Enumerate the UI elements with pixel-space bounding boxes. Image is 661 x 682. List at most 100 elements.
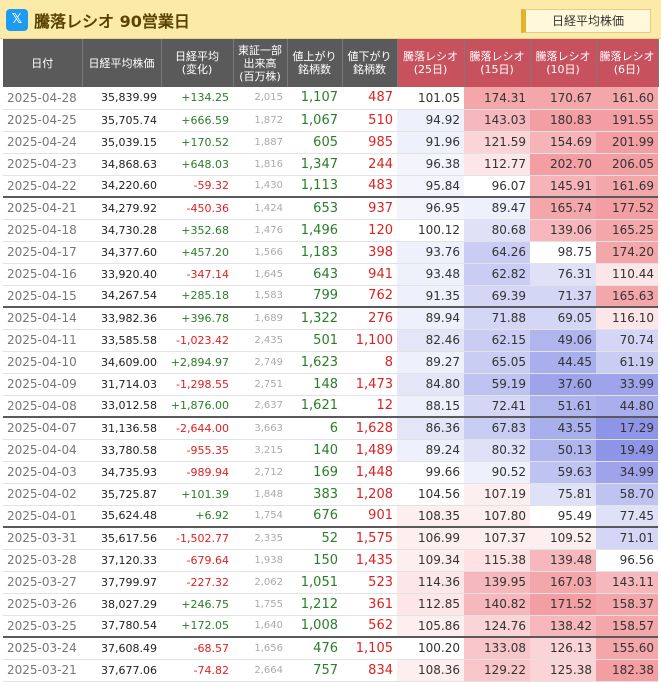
row-ratio-10: 59.63: [530, 461, 596, 484]
row-ratio-6: 177.52: [596, 196, 658, 220]
table-row: 2025-03-24 37,608.49 -68.57 1,656 476 1,105 10…: [3, 636, 658, 660]
col-decliners[interactable]: 値下がり 銘柄数: [342, 39, 398, 87]
row-ratio-15: 139.95: [464, 571, 530, 594]
row-ratio-6: 174.20: [596, 241, 658, 264]
row-decliners: 1,208: [342, 483, 397, 506]
row-ratio-10: 167.03: [530, 571, 596, 594]
row-ratio-15: 89.47: [464, 196, 530, 220]
row-decliners: 1,100: [342, 329, 397, 352]
row-decliners: 1,473: [342, 373, 397, 396]
row-ratio-10: 51.61: [530, 395, 596, 418]
row-ratio-15: 59.19: [464, 373, 530, 396]
nikkei-average-button[interactable]: 日経平均株価: [521, 9, 651, 33]
row-ratio-25: 112.85: [397, 593, 464, 616]
row-volume: 1,848: [233, 483, 287, 506]
row-ratio-10: 171.52: [530, 593, 596, 616]
row-ratio-6: 61.19: [596, 351, 658, 374]
col-change[interactable]: 日経平均 (変化): [161, 39, 234, 87]
row-ratio-25: 100.20: [397, 636, 464, 660]
row-ratio-6: 110.44: [596, 263, 658, 286]
table-row: 2025-04-01 35,624.48 +6.92 1,754 676 901 108.3…: [3, 505, 658, 528]
col-ratio-10[interactable]: 騰落レシオ (10日): [530, 39, 597, 87]
table-row: 2025-04-02 35,725.87 +101.39 1,848 383 1,208 1…: [3, 483, 658, 506]
row-volume: 1,640: [233, 615, 287, 638]
row-price: 34,220.60: [82, 175, 161, 198]
row-ratio-10: 109.52: [530, 526, 596, 550]
row-decliners: 120: [342, 219, 397, 242]
row-volume: 1,656: [233, 636, 287, 660]
col-ratio-15[interactable]: 騰落レシオ (15日): [464, 39, 531, 87]
row-ratio-25: 101.05: [397, 87, 464, 110]
row-change: -1,023.42: [161, 329, 233, 352]
row-volume: 3,663: [233, 416, 287, 440]
table-row: 2025-03-26 38,027.29 +246.75 1,755 1,212 361 1…: [3, 593, 658, 616]
row-ratio-25: 108.35: [397, 505, 464, 528]
row-ratio-15: 133.08: [464, 636, 530, 660]
x-logo-icon[interactable]: 𝕏: [6, 9, 28, 31]
row-change: +457.20: [161, 241, 233, 264]
row-price: 34,377.60: [82, 241, 161, 264]
row-ratio-10: 125.38: [530, 659, 596, 682]
row-date: 2025-04-10: [3, 351, 82, 374]
table-row: 2025-04-09 31,714.03 -1,298.55 2,751 148 1,47…: [3, 373, 658, 396]
row-ratio-15: 96.07: [464, 175, 530, 198]
row-change: -2,644.00: [161, 416, 233, 440]
table-row: 2025-03-25 37,780.54 +172.05 1,640 1,008 562 1…: [3, 615, 658, 638]
col-ratio-25[interactable]: 騰落レシオ (25日): [397, 39, 465, 87]
table-row: 2025-04-21 34,279.92 -450.36 1,424 653 937 96.…: [3, 196, 658, 220]
row-change: +666.59: [161, 109, 233, 132]
row-price: 35,617.56: [82, 526, 161, 550]
row-price: 35,839.99: [82, 87, 161, 110]
row-ratio-10: 98.75: [530, 241, 596, 264]
table-row: 2025-04-25 35,705.74 +666.59 1,872 1,067 510 9…: [3, 109, 658, 132]
row-ratio-6: 77.45: [596, 505, 658, 528]
row-advancers: 1,347: [287, 153, 342, 176]
row-ratio-6: 158.57: [596, 615, 658, 638]
row-price: 35,624.48: [82, 505, 161, 528]
row-price: 35,039.15: [82, 131, 161, 154]
row-price: 34,735.93: [82, 461, 161, 484]
row-change: -1,502.77: [161, 526, 233, 550]
table-row: 2025-04-07 31,136.58 -2,644.00 3,663 6 1,628 8…: [3, 416, 658, 440]
row-volume: 1,887: [233, 131, 287, 154]
col-volume[interactable]: 東証一部 出来高 (百万株): [233, 39, 288, 87]
table-row: 2025-04-24 35,039.15 +170.52 1,887 605 985 91.…: [3, 131, 658, 154]
row-ratio-6: 161.69: [596, 175, 658, 198]
col-advancers[interactable]: 値上がり 銘柄数: [287, 39, 343, 87]
row-ratio-25: 94.92: [397, 109, 464, 132]
col-price[interactable]: 日経平均株価: [82, 39, 162, 87]
row-ratio-6: 143.11: [596, 571, 658, 594]
table-row: 2025-04-10 34,609.00 +2,894.97 2,749 1,623 8 8…: [3, 351, 658, 374]
row-ratio-15: 107.80: [464, 505, 530, 528]
col-date[interactable]: 日付: [3, 39, 83, 87]
row-date: 2025-03-25: [3, 615, 82, 638]
row-decliners: 12: [342, 395, 397, 418]
row-ratio-6: 191.55: [596, 109, 658, 132]
row-decliners: 510: [342, 109, 397, 132]
row-decliners: 937: [342, 196, 397, 220]
row-ratio-15: 124.76: [464, 615, 530, 638]
row-date: 2025-04-21: [3, 196, 82, 220]
row-volume: 1,476: [233, 219, 287, 242]
row-advancers: 140: [287, 439, 342, 462]
row-ratio-25: 89.94: [397, 306, 464, 330]
row-ratio-25: 86.36: [397, 416, 464, 440]
table-row: 2025-04-16 33,920.40 -347.14 1,645 643 941 93.…: [3, 263, 658, 286]
row-ratio-10: 126.13: [530, 636, 596, 660]
row-ratio-15: 140.82: [464, 593, 530, 616]
row-decliners: 562: [342, 615, 397, 638]
row-ratio-15: 65.05: [464, 351, 530, 374]
col-ratio-6[interactable]: 騰落レシオ (6日): [596, 39, 659, 87]
row-date: 2025-04-17: [3, 241, 82, 264]
row-advancers: 501: [287, 329, 342, 352]
table-row: 2025-04-03 34,735.93 -989.94 2,712 169 1,448 9…: [3, 461, 658, 484]
row-change: +648.03: [161, 153, 233, 176]
row-date: 2025-04-15: [3, 285, 82, 308]
row-ratio-6: 182.38: [596, 659, 658, 682]
row-date: 2025-04-07: [3, 416, 82, 440]
row-ratio-25: 96.95: [397, 196, 464, 220]
row-change: +134.25: [161, 87, 233, 110]
row-change: +170.52: [161, 131, 233, 154]
row-decliners: 398: [342, 241, 397, 264]
